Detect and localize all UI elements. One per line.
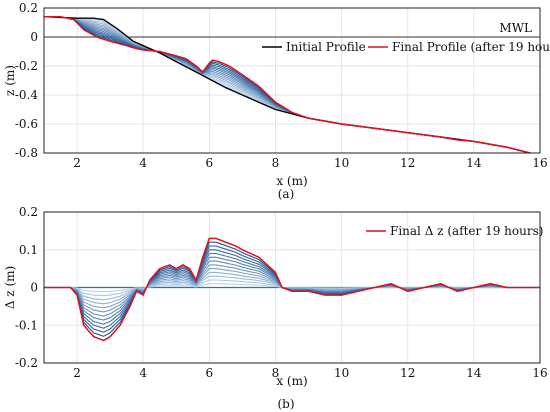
x-tick-label: 6 [206, 366, 214, 380]
y-tick-label: 0 [30, 281, 38, 295]
legend-label-final-delta: Final Δ z (after 19 hours) [390, 224, 543, 238]
x-tick-label: 10 [334, 366, 349, 380]
x-tick-label: 16 [532, 156, 547, 170]
x-tick-label: 14 [466, 156, 482, 170]
final-profile-line [44, 15, 531, 154]
plot-frame [43, 7, 541, 154]
x-tick-label: 14 [466, 366, 482, 380]
mwl-annotation: MWL [499, 21, 532, 35]
y-tick-label: 0 [30, 30, 38, 44]
y-tick-label: -0.6 [15, 117, 38, 131]
y-tick-label: 0.2 [19, 205, 38, 219]
y-axis-label: Δ z (m) [3, 266, 17, 309]
x-tick-label: 16 [532, 366, 547, 380]
panel-b-delta-z-chart: 2 4 6 8 10 12 14 16 0.2 0.1 0 -0.1 -0.2 Final Δ z (af… [3, 205, 548, 411]
y-tick-label: 0.2 [19, 1, 38, 15]
x-tick-label: 8 [272, 156, 280, 170]
plot-frame [43, 211, 541, 364]
legend-label-final: Final Profile (after 19 hours) [392, 40, 550, 54]
x-tick-label: 4 [139, 366, 147, 380]
legend-label-initial: Initial Profile [286, 40, 366, 54]
x-tick-label: 12 [400, 366, 415, 380]
x-tick-label: 2 [73, 366, 81, 380]
x-axis-label: x (m) [276, 374, 307, 388]
y-tick-label: 0.1 [19, 243, 38, 257]
x-tick-label: 4 [139, 156, 147, 170]
panel-caption: (a) [278, 187, 295, 201]
x-tick-label: 12 [400, 156, 415, 170]
x-tick-label: 10 [334, 156, 349, 170]
y-axis-label: z (m) [3, 65, 17, 96]
final-delta-line [44, 237, 540, 342]
panel-a-profile-chart: 2 4 6 8 10 12 14 16 0.2 0 -0.2 -0.4 -0.6 -0.8 MWL Initi… [3, 1, 550, 201]
panel-caption: (b) [277, 397, 294, 411]
x-tick-label: 2 [73, 156, 81, 170]
x-tick-label: 6 [206, 156, 214, 170]
x-tick-label: 8 [272, 366, 280, 380]
y-tick-label: -0.1 [15, 318, 38, 332]
y-tick-label: -0.2 [15, 59, 38, 73]
y-tick-label: -0.8 [15, 146, 38, 160]
y-tick-label: -0.2 [15, 356, 38, 370]
y-tick-label: -0.4 [15, 88, 39, 102]
x-axis-label: x (m) [276, 174, 307, 188]
